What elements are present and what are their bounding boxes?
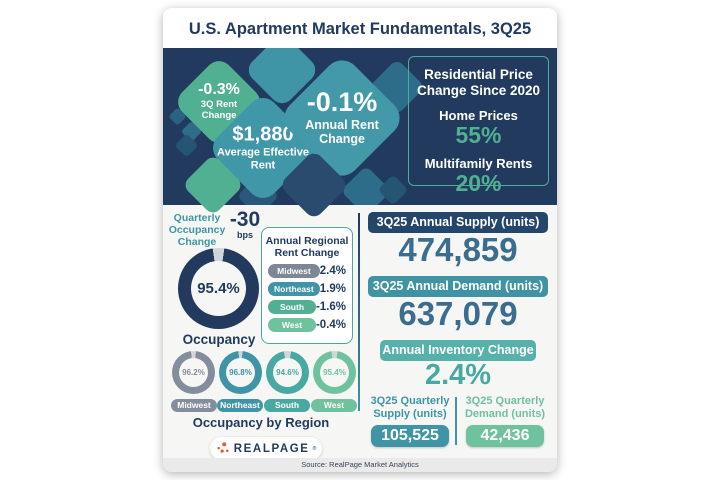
midwest-occupancy-value: 96.2% <box>182 368 205 377</box>
column-divider <box>358 213 360 411</box>
quarterly-occupancy-change: -30 bps <box>225 209 265 240</box>
south-occupancy-donut: 94.6% <box>266 351 309 394</box>
annual-rent-change-label: Annual Rent Change <box>305 118 379 147</box>
infographic-card: U.S. Apartment Market Fundamentals, 3Q25… <box>163 8 557 472</box>
realpage-logo-text: REALPAGE <box>233 442 310 455</box>
regional-rent-row: Midwest 2.4% <box>262 264 352 279</box>
quarterly-demand-cell: 3Q25 Quarterly Demand (units) 42,436 <box>461 395 549 447</box>
occupancy-donut-value: 95.4% <box>197 280 240 297</box>
occupancy-donut-chart: 95.4% <box>178 248 259 329</box>
annual-supply-header: 3Q25 Annual Supply (units) <box>368 212 548 233</box>
donut-hole <box>191 261 246 316</box>
multifamily-rents-value: 20% <box>455 169 502 196</box>
region-pill-south: South <box>268 300 316 315</box>
regional-rent-row: West -0.4% <box>262 318 352 333</box>
inventory-change-header: Annual Inventory Change <box>380 340 536 361</box>
donut-hole <box>320 358 349 387</box>
residential-price-panel-title: Residential Price Change Since 2020 <box>416 67 541 98</box>
midwest-region-pill: Midwest <box>171 399 217 412</box>
residential-price-panel: Residential Price Change Since 2020 Home… <box>408 56 549 195</box>
quarterly-demand-label: 3Q25 Quarterly Demand (units) <box>464 395 546 420</box>
quarterly-demand-value: 42,436 <box>466 424 544 447</box>
quarterly-supply-value: 105,525 <box>371 424 449 447</box>
annual-regional-rent-change-title: Annual Regional Rent Change <box>265 235 349 260</box>
west-occupancy-donut: 95.4% <box>313 351 356 394</box>
occupancy-caption: Occupancy <box>182 332 256 347</box>
quarterly-occupancy-change-value: -30 <box>229 208 261 231</box>
midwest-occupancy-donut: 96.2% <box>172 351 215 394</box>
quarterly-supply-label: 3Q25 Quarterly Supply (units) <box>370 395 450 420</box>
west-region-pill: West <box>311 399 357 412</box>
donut-hole <box>273 358 302 387</box>
regional-rent-value: 2.4% <box>319 265 346 278</box>
decorative-diamond <box>377 174 409 205</box>
q3-rent-change-value: -0.3% <box>198 81 240 99</box>
regional-rent-row: South -1.6% <box>262 300 352 315</box>
region-pill-midwest: Midwest <box>268 264 320 279</box>
quarterly-supply-cell: 3Q25 Quarterly Supply (units) 105,525 <box>366 395 454 447</box>
northeast-occupancy-value: 96.8% <box>229 368 252 377</box>
annual-regional-rent-change-box: Annual Regional Rent Change Midwest 2.4%… <box>261 227 353 344</box>
page-title: U.S. Apartment Market Fundamentals, 3Q25 <box>188 20 532 38</box>
northeast-region-pill: Northeast <box>217 399 263 412</box>
quarterly-occupancy-change-label: Quarterly Occupancy Change <box>168 212 226 248</box>
donut-hole <box>179 358 208 387</box>
annual-demand-header: 3Q25 Annual Demand (units) <box>368 276 548 297</box>
annual-supply-value: 474,859 <box>398 231 518 268</box>
annual-demand-value: 637,079 <box>398 295 518 332</box>
northeast-occupancy-donut: 96.8% <box>219 351 262 394</box>
inventory-change-value: 2.4% <box>424 359 492 391</box>
realpage-spark-icon <box>217 442 229 453</box>
regional-rent-value: 1.9% <box>319 283 346 296</box>
quarterly-divider <box>455 397 457 445</box>
multifamily-rents-label: Multifamily Rents <box>424 155 533 171</box>
occupancy-by-region-title: Occupancy by Region <box>192 415 330 430</box>
annual-rent-change-value: -0.1% <box>306 87 378 118</box>
region-pill-northeast: Northeast <box>268 282 320 297</box>
regional-rent-row: Northeast 1.9% <box>262 282 352 297</box>
registered-trademark-icon: ® <box>312 445 317 452</box>
home-prices-label: Home Prices <box>439 107 518 123</box>
quarterly-occupancy-change-unit: bps <box>236 230 253 240</box>
regional-rent-value: -0.4% <box>315 319 346 332</box>
south-occupancy-value: 94.6% <box>276 368 299 377</box>
realpage-logo: REALPAGE ® <box>210 437 322 460</box>
south-region-pill: South <box>264 399 310 412</box>
source-footer: Source: RealPage Market Analytics <box>163 458 557 472</box>
region-pill-west: West <box>268 318 316 333</box>
home-prices-value: 55% <box>455 121 502 148</box>
header-bar: U.S. Apartment Market Fundamentals, 3Q25 <box>163 8 557 48</box>
regional-rent-value: -1.6% <box>315 301 346 314</box>
donut-hole <box>226 358 255 387</box>
west-occupancy-value: 95.4% <box>323 368 346 377</box>
